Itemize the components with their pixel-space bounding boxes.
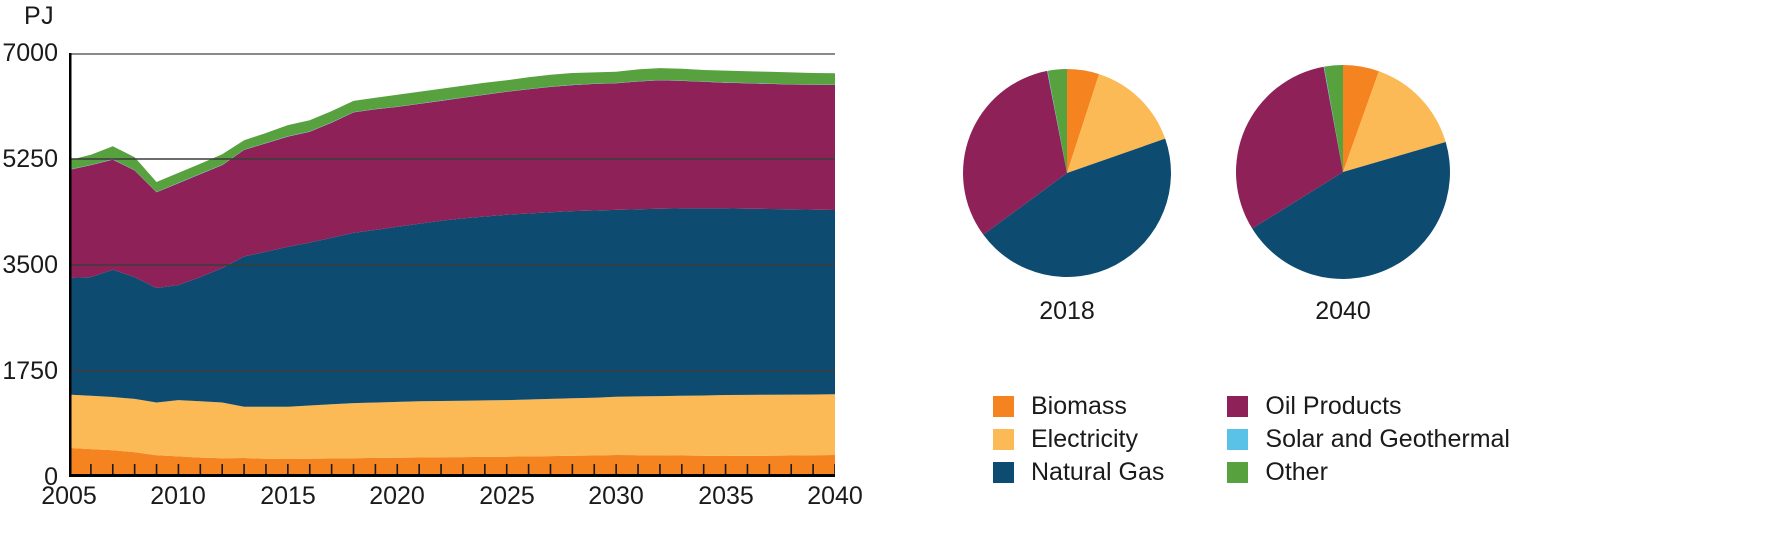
x-tick-label-2015: 2015 [260,482,316,510]
legend-item-biomass: Biomass [993,392,1164,420]
legend-label-natural-gas: Natural Gas [1031,458,1165,486]
area-series-natural_gas [69,208,835,407]
pie-2018-slice-other [1047,69,1067,173]
legend-label-other: Other [1265,458,1328,486]
pie-2040-slice-electricity [1343,71,1446,172]
legend-item-solar-geothermal: Solar and Geothermal [1227,425,1510,453]
natural-gas-swatch-icon [993,462,1014,483]
oil-products-swatch-icon [1227,396,1249,417]
other-swatch-icon [1227,462,1249,483]
y-tick-label-0: 0 [44,463,58,491]
legend-label-oil-products: Oil Products [1265,392,1402,420]
biomass-swatch-icon [993,396,1014,417]
pie-2040-slice-solar_geothermal [1323,66,1343,172]
pie-2018-slice-biomass [1067,69,1100,173]
solar-geothermal-swatch-icon [1227,429,1249,450]
area-series-biomass [69,447,835,477]
legend-item-natural-gas: Natural Gas [993,458,1164,486]
pie-2018-slice-oil_products [963,70,1067,235]
y-axis-unit-label: PJ [24,2,55,30]
legend-column-1: Biomass Electricity Natural Gas [993,392,1164,486]
x-tick-label-2040: 2040 [807,482,863,510]
x-tick-label-2020: 2020 [369,482,425,510]
legend-label-solar-geothermal: Solar and Geothermal [1265,425,1510,453]
pie-2018-slice-natural_gas [983,138,1171,277]
y-tick-label-5250: 5250 [2,145,58,173]
y-tick-label-7000: 7000 [2,39,58,67]
pie-2040-slice-natural_gas [1252,142,1450,279]
pie-2018-title: 2018 [1039,297,1095,325]
pie-2018-slice-electricity [1067,74,1166,173]
pie-2040-slice-other [1324,65,1343,172]
stacked-area-chart-svg [69,53,835,477]
x-tick-label-2025: 2025 [479,482,535,510]
legend-column-2: Oil Products Solar and Geothermal Other [1227,392,1510,486]
pie-2040-title: 2040 [1315,297,1371,325]
area-series-other [69,68,835,192]
pie-chart-2018-svg [963,69,1171,277]
y-tick-label-3500: 3500 [2,251,58,279]
area-series-oil_products [69,80,835,288]
legend-item-electricity: Electricity [993,425,1164,453]
pie-2040-slice-oil_products [1236,66,1343,229]
chart-legend: Biomass Electricity Natural Gas Oil Prod… [993,392,1510,486]
x-tick-label-2005: 2005 [41,482,97,510]
electricity-swatch-icon [993,429,1014,450]
area-series-electricity [69,394,835,459]
x-tick-label-2030: 2030 [588,482,644,510]
legend-label-electricity: Electricity [1031,425,1138,453]
pie-2040-slice-biomass [1343,65,1379,172]
legend-item-oil-products: Oil Products [1227,392,1510,420]
pie-chart-2040-svg [1236,65,1450,279]
x-tick-label-2010: 2010 [150,482,206,510]
x-tick-label-2035: 2035 [698,482,754,510]
legend-item-other: Other [1227,458,1510,486]
y-tick-label-1750: 1750 [2,357,58,385]
pie-2018-slice-solar_geothermal [1047,70,1067,173]
legend-label-biomass: Biomass [1031,392,1127,420]
